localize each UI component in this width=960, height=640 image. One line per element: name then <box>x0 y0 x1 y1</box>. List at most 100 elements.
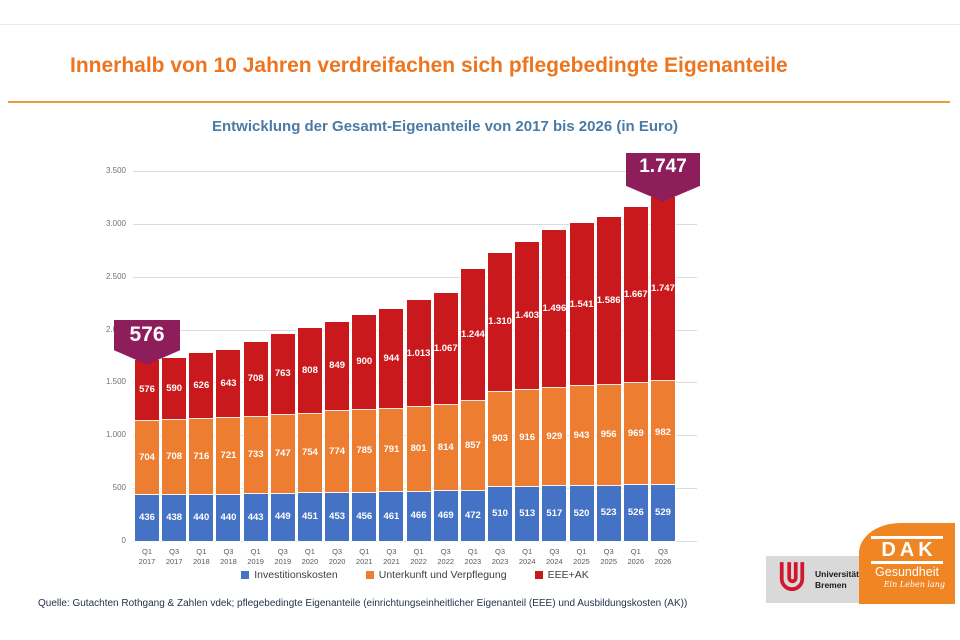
bar-value-label: 943 <box>573 430 590 442</box>
bar-segment-unterkunft-und-verpflegung: 721 <box>215 417 242 496</box>
bar-segment-unterkunft-und-verpflegung: 785 <box>351 408 378 494</box>
bar-segment-eee-ak: 1.747 <box>649 195 676 383</box>
bar-value-label: 643 <box>220 378 237 390</box>
bar-segment-unterkunft-und-verpflegung: 774 <box>324 410 351 495</box>
bar-segment-investitionskosten: 523 <box>595 484 622 543</box>
source-note: Quelle: Gutachten Rothgang & Zahlen vdek… <box>38 598 688 609</box>
bar-segment-eee-ak: 626 <box>188 351 215 420</box>
bar-segment-investitionskosten: 451 <box>296 492 323 542</box>
x-axis-tick-label: Q3 2022 <box>437 547 455 566</box>
bar-value-label: 529 <box>655 507 671 519</box>
bar-segment-unterkunft-und-verpflegung: 903 <box>487 390 514 489</box>
bar-segment-eee-ak: 1.013 <box>405 298 432 409</box>
bar-group: 436 704 576 <box>134 358 160 543</box>
bar-value-label: 708 <box>166 451 183 463</box>
x-axis-tick-label: Q3 2020 <box>328 547 346 566</box>
bar-segment-unterkunft-und-verpflegung: 754 <box>296 412 323 495</box>
bar-segment-investitionskosten: 443 <box>242 493 269 542</box>
y-axis-tick-label: 500 <box>112 483 126 493</box>
bar-value-label: 849 <box>329 360 346 372</box>
bar-value-label: 472 <box>464 510 481 522</box>
x-axis-tick-label: Q3 2025 <box>600 547 617 566</box>
bar-segment-eee-ak: 1.244 <box>459 268 486 402</box>
bar-segment-investitionskosten: 436 <box>134 493 160 543</box>
chart-plot-area: 436 704 576 438 708 590 440 716 626 440 721 643 443 7… <box>134 171 676 543</box>
bar-value-label: 903 <box>492 433 508 445</box>
bar-segment-unterkunft-und-verpflegung: 969 <box>622 381 649 487</box>
x-axis-tick-label: Q1 2024 <box>518 547 536 566</box>
bar-segment-investitionskosten: 440 <box>188 493 215 542</box>
y-axis-tick-label: 3.500 <box>105 166 126 175</box>
bar-segment-unterkunft-und-verpflegung: 747 <box>269 413 296 495</box>
bar-value-label: 510 <box>492 508 508 520</box>
bar-value-label: 1.244 <box>460 328 485 340</box>
legend-swatch <box>534 571 543 579</box>
legend-label: EEE+AK <box>547 569 589 581</box>
legend-item: EEE+AK <box>534 569 589 581</box>
bar-segment-eee-ak: 1.403 <box>514 240 541 391</box>
bar-segment-eee-ak: 576 <box>134 358 160 422</box>
legend-label: Unterkunft und Verpflegung <box>378 569 507 581</box>
x-axis-tick-label: Q3 2021 <box>383 547 400 566</box>
bar-segment-investitionskosten: 469 <box>432 490 459 542</box>
bar-value-label: 801 <box>410 443 427 455</box>
bar-segment-unterkunft-und-verpflegung: 857 <box>459 399 486 493</box>
bar-value-label: 436 <box>139 511 155 523</box>
bar-value-label: 716 <box>193 450 210 462</box>
x-axis-tick-label: Q1 2026 <box>627 547 645 566</box>
bar-segment-unterkunft-und-verpflegung: 814 <box>432 404 459 493</box>
y-axis-tick-label: 1.000 <box>105 430 126 440</box>
bar-group: 451 754 808 <box>296 327 323 542</box>
bar-value-label: 590 <box>166 382 183 394</box>
bar-value-label: 733 <box>247 449 264 461</box>
bar-value-label: 1.310 <box>488 316 512 328</box>
bar-segment-unterkunft-und-verpflegung: 801 <box>405 406 432 493</box>
legend-swatch <box>241 571 250 579</box>
dak-tagline: Ein Leben lang <box>883 580 945 589</box>
x-axis-tick-label: Q3 2019 <box>274 547 292 566</box>
x-axis-tick-label: Q1 2018 <box>192 547 210 566</box>
uni-bremen-logo-text: Universität Bremen <box>815 569 859 591</box>
bar-segment-investitionskosten: 520 <box>568 485 595 542</box>
bar-value-label: 440 <box>220 511 237 523</box>
bar-value-label: 814 <box>437 442 454 454</box>
uni-bremen-line2: Bremen <box>815 579 847 590</box>
bar-segment-unterkunft-und-verpflegung: 716 <box>188 417 215 496</box>
bar-segment-investitionskosten: 453 <box>324 492 351 542</box>
y-axis-tick-label: 1.500 <box>105 377 126 387</box>
dak-brand: DAK <box>881 539 937 561</box>
bar-value-label: 1.541 <box>569 298 594 310</box>
bar-value-label: 808 <box>302 364 318 376</box>
bar-group: 449 747 763 <box>269 332 296 543</box>
bar-group: 466 801 1.013 <box>405 298 432 543</box>
bar-value-label: 763 <box>274 368 291 380</box>
bar-segment-investitionskosten: 438 <box>161 493 188 543</box>
bar-value-label: 708 <box>247 373 264 385</box>
bar-value-label: 969 <box>627 428 644 440</box>
gridline <box>133 223 697 225</box>
bar-segment-eee-ak: 808 <box>296 327 323 415</box>
bar-segment-unterkunft-und-verpflegung: 791 <box>378 407 405 494</box>
bar-segment-unterkunft-und-verpflegung: 733 <box>242 415 269 496</box>
bar-segment-investitionskosten: 517 <box>541 485 568 542</box>
bar-group: 453 774 849 <box>324 320 351 542</box>
bar-segment-eee-ak: 643 <box>215 349 242 420</box>
dak-logo: DAK Gesundheit Ein Leben lang <box>859 523 955 604</box>
bar-value-label: 747 <box>274 448 291 460</box>
bar-value-label: 1.586 <box>596 294 621 306</box>
title-underline <box>8 101 950 103</box>
uni-bremen-line1: Universität <box>815 568 859 579</box>
bar-group: 456 785 900 <box>351 313 378 543</box>
bar-value-label: 956 <box>600 429 617 441</box>
bar-group: 472 857 1.244 <box>459 268 486 542</box>
bar-value-label: 513 <box>519 507 536 519</box>
dak-logo-top-bar <box>871 536 943 539</box>
bar-segment-investitionskosten: 472 <box>459 490 486 542</box>
page-top-divider <box>0 24 960 25</box>
bar-segment-eee-ak: 900 <box>351 313 378 411</box>
bar-value-label: 791 <box>383 444 400 456</box>
bar-value-label: 438 <box>166 511 183 523</box>
bar-value-label: 944 <box>383 352 400 364</box>
bar-value-label: 857 <box>464 439 481 451</box>
bar-segment-eee-ak: 849 <box>324 320 351 413</box>
